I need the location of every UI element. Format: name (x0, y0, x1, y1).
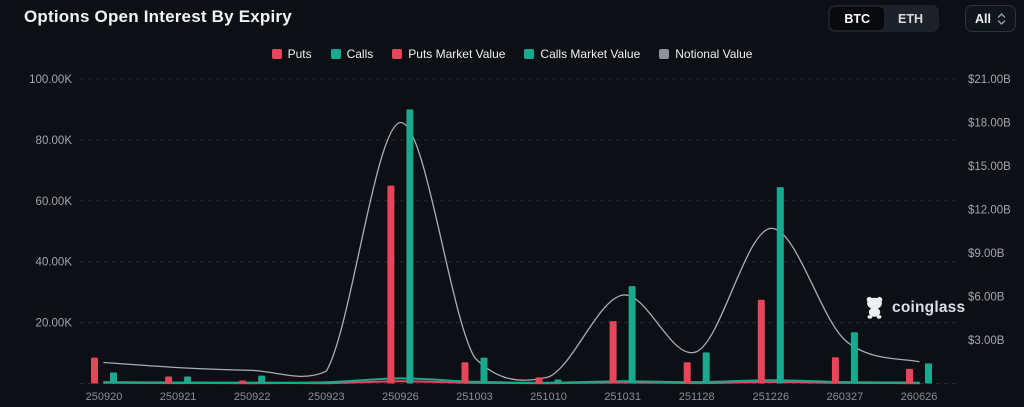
legend-swatch (524, 49, 535, 59)
bar-calls-251010 (554, 379, 562, 384)
x-axis-label: 250923 (308, 391, 345, 403)
legend-label: Puts Market Value (408, 47, 506, 61)
x-axis-label: 250926 (382, 391, 419, 403)
x-axis-label: 250922 (234, 391, 271, 403)
bar-calls-260327 (850, 332, 858, 384)
left-axis-tick: 60.00K (36, 196, 73, 208)
legend-swatch (271, 49, 282, 59)
bar-puts-250921 (165, 376, 173, 384)
legend-swatch (392, 49, 403, 59)
bar-puts-250920 (91, 357, 98, 384)
legend-item-puts[interactable]: Puts (271, 47, 312, 61)
bar-puts-251128 (683, 362, 691, 384)
x-axis-label: 250920 (86, 391, 123, 403)
x-axis-label: 251010 (530, 391, 567, 403)
range-select-value: All (975, 11, 991, 26)
right-axis-tick: $6.00B (968, 292, 1005, 304)
x-axis-label: 251226 (752, 391, 789, 403)
left-axis-tick: 100.00K (29, 74, 72, 86)
bar-puts-251226 (757, 299, 765, 384)
bar-puts-250926 (387, 185, 395, 384)
bar-calls-251128 (702, 352, 710, 384)
bar-puts-251003 (461, 362, 469, 384)
bar-calls-251226 (776, 187, 784, 384)
toggle-option-eth[interactable]: ETH (884, 7, 937, 30)
legend-swatch (659, 49, 670, 59)
bar-calls-260626 (925, 363, 932, 384)
legend-item-puts-market-value[interactable]: Puts Market Value (392, 47, 505, 61)
bar-puts-251031 (609, 321, 617, 384)
right-axis-tick: $21.00B (968, 74, 1011, 86)
legend-swatch (330, 49, 341, 59)
right-axis-tick: $3.00B (968, 335, 1005, 347)
x-axis-label: 251031 (604, 391, 641, 403)
bar-puts-250923 (313, 382, 321, 384)
right-axis-tick: $18.00B (968, 118, 1011, 130)
sort-chevrons-icon (997, 12, 1006, 26)
right-axis-tick: $9.00B (968, 248, 1005, 260)
legend-item-calls-market-value[interactable]: Calls Market Value (524, 47, 640, 61)
legend-item-calls[interactable]: Calls (330, 47, 374, 61)
left-axis-tick: 40.00K (36, 257, 73, 269)
right-axis-tick: $12.00B (968, 205, 1011, 217)
legend-item-notional-value[interactable]: Notional Value (659, 47, 752, 61)
left-axis-tick: 20.00K (36, 318, 73, 330)
header-controls: BTC ETH All (828, 5, 1016, 32)
bar-puts-260327 (831, 357, 839, 384)
right-axis-tick: $15.00B (968, 161, 1011, 173)
x-axis-label: 260626 (901, 391, 938, 403)
x-axis-label: 260327 (827, 391, 864, 403)
bar-puts-250922 (239, 380, 247, 384)
line-notional-value (103, 121, 920, 381)
bar-calls-250926 (406, 109, 414, 384)
bar-calls-250920 (110, 372, 117, 384)
bar-calls-250921 (184, 376, 192, 384)
bar-puts-251010 (535, 377, 543, 384)
bar-puts-260626 (906, 368, 913, 384)
chart-legend: Puts Calls Puts Market Value Calls Market V… (0, 47, 1024, 61)
bar-calls-250923 (332, 382, 340, 384)
legend-label: Notional Value (675, 47, 753, 61)
range-select[interactable]: All (965, 5, 1016, 32)
bar-calls-251031 (628, 286, 636, 384)
x-axis-label: 251003 (456, 391, 493, 403)
x-axis-label: 251128 (679, 391, 715, 403)
page-title: Options Open Interest By Expiry (24, 7, 292, 26)
bar-calls-250922 (258, 375, 266, 384)
left-axis-tick: 80.00K (36, 135, 73, 147)
legend-label: Calls (346, 47, 374, 61)
x-axis-label: 250921 (160, 391, 197, 403)
toggle-option-btc[interactable]: BTC (830, 7, 885, 30)
asset-toggle: BTC ETH (828, 5, 940, 32)
legend-label: Calls Market Value (540, 47, 641, 61)
bar-calls-251003 (480, 357, 488, 384)
legend-label: Puts (287, 47, 312, 61)
